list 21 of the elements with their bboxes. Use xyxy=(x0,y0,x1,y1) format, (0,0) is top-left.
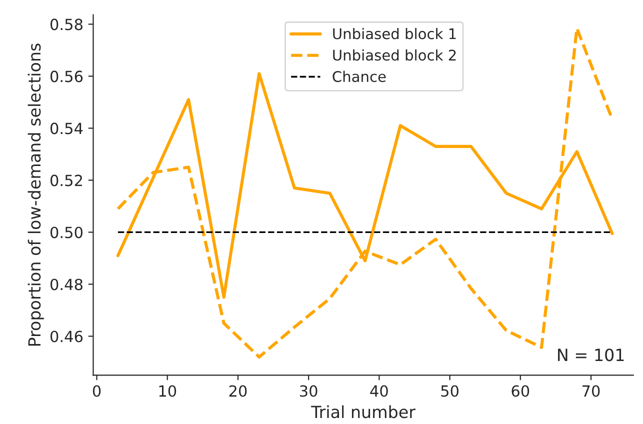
x-tick-label: 70 xyxy=(582,385,600,397)
legend-label: Chance xyxy=(332,70,386,82)
legend-label: Unbiased block 1 xyxy=(333,28,456,40)
x-tick-label: 50 xyxy=(441,385,458,397)
y-tick-label: 0.50 xyxy=(50,226,82,238)
x-tick-label: 0 xyxy=(92,385,101,397)
y-tick-label: 0.52 xyxy=(50,174,82,186)
y-tick-label: 0.54 xyxy=(50,122,83,134)
x-tick-label: 30 xyxy=(300,385,318,397)
y-tick-label: 0.58 xyxy=(50,18,82,30)
x-tick-label: 40 xyxy=(370,385,388,397)
y-axis-title: Proportion of low-demand selections xyxy=(28,44,44,346)
y-tick-label: 0.46 xyxy=(50,330,83,342)
y-tick-label: 0.48 xyxy=(50,278,82,290)
legend-label: Unbiased block 2 xyxy=(333,49,456,61)
annotation: N = 101 xyxy=(558,348,624,362)
x-tick-label: 10 xyxy=(159,385,176,397)
x-tick-label: 60 xyxy=(512,385,530,397)
x-tick-label: 20 xyxy=(229,385,247,397)
y-tick-label: 0.56 xyxy=(50,70,83,82)
x-axis-title: Trial number xyxy=(311,405,416,418)
